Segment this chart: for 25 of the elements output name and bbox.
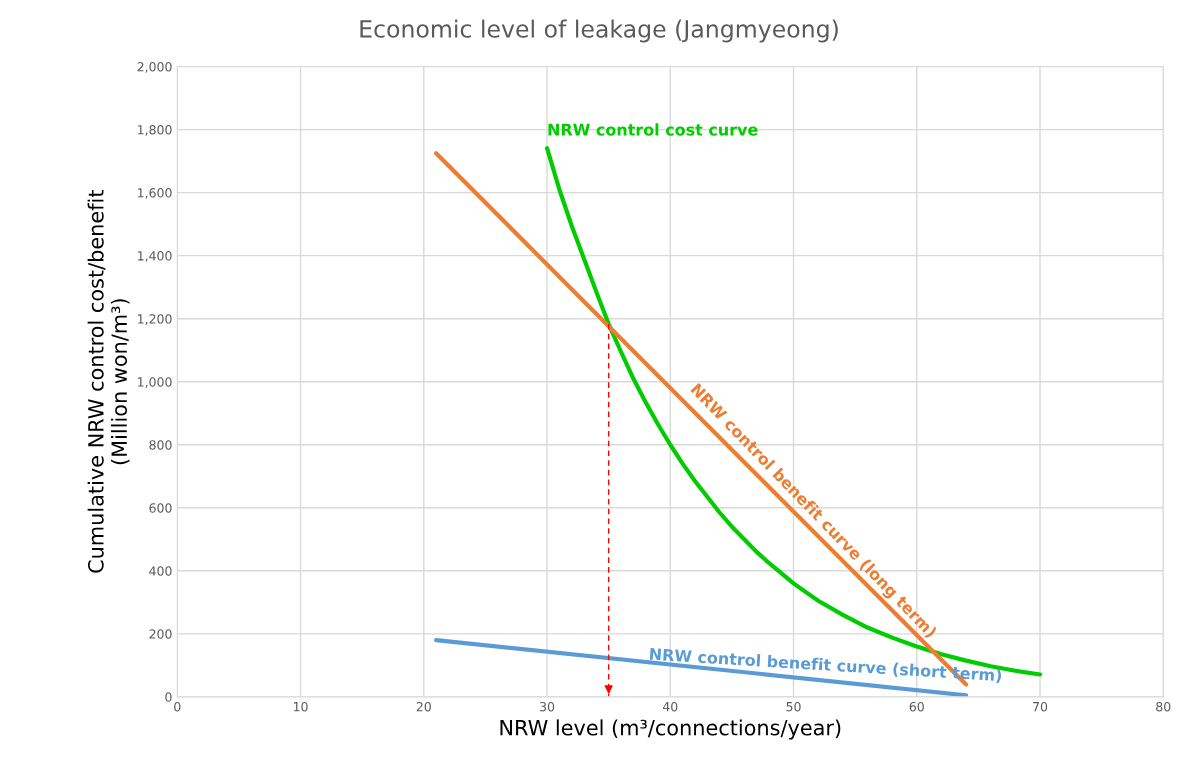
x-tick-label: 80 [1156,701,1171,712]
y-tick-label: 1,200 [138,314,172,325]
series-label: NRW control cost curve [548,123,758,136]
x-tick-label: 60 [909,701,924,712]
x-tick-label: 0 [174,701,181,712]
y-tick-label: 800 [149,440,172,450]
x-tick-label: 30 [540,701,555,712]
x-axis-title: NRW level (m³/connections/year) [500,719,841,740]
x-tick-label: 50 [786,701,801,712]
y-tick-label: 1,600 [138,188,172,199]
x-tick-label: 40 [662,701,678,712]
y-tick-label: 0 [165,692,172,702]
y-tick-label: 200 [149,629,172,639]
y-tick-label: 1,400 [138,251,172,262]
chart-title: Economic level of leakage (Jangmyeong) [360,19,838,43]
x-tick-label: 70 [1033,701,1048,712]
y-axis-title: Cumulative NRW control cost/benefit (Million won/m³) [87,190,130,573]
x-tick-label: 20 [416,701,431,712]
y-tick-label: 600 [149,503,172,513]
y-tick-label: 1,800 [138,125,172,136]
y-tick-label: 2,000 [137,62,172,73]
series-label: NRW control benefit curve (short term) [649,647,1002,684]
x-tick-label: 10 [293,701,308,712]
y-tick-label: 1,000 [138,377,172,388]
y-tick-label: 400 [149,566,172,576]
